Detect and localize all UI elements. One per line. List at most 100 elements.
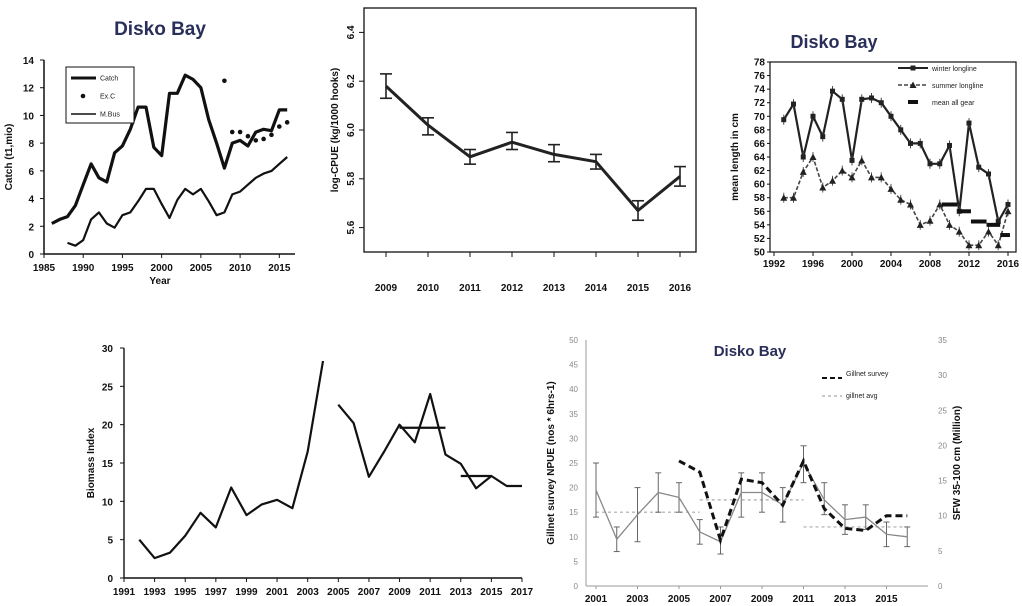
series-point-winter	[937, 161, 943, 167]
y-tick-label: 45	[569, 361, 578, 370]
y-right-tick-label: 25	[938, 406, 947, 415]
series-point-winter	[849, 157, 855, 163]
y-tick-label: 2	[28, 222, 34, 233]
x-tick-label: 1992	[763, 259, 786, 270]
y-axis-label: log-CPUE (kg/1000 hooks)	[330, 68, 341, 192]
series-line-summer	[783, 155, 1009, 248]
chart-title: Disko Bay	[790, 32, 877, 52]
series-point-winter	[839, 96, 845, 102]
x-tick-label: 2016	[669, 283, 692, 294]
y-tick-label: 30	[102, 344, 114, 355]
series-point-ex-c	[237, 129, 243, 135]
series-line-biomass-early	[138, 360, 325, 560]
x-tick-label: 2014	[585, 283, 608, 294]
y-right-tick-label: 5	[938, 547, 943, 556]
y-tick-label: 5	[107, 536, 113, 547]
x-tick-label: 2003	[297, 587, 320, 598]
x-tick-label: 2012	[958, 259, 981, 270]
series-line-gillnet-survey	[595, 461, 908, 543]
series-point-winter	[947, 142, 952, 148]
x-tick-label: 2012	[501, 283, 524, 294]
x-tick-label: 2005	[327, 587, 350, 598]
y-tick-label: 0	[28, 250, 34, 261]
series-point-summer	[809, 153, 817, 160]
y-tick-label: 15	[102, 459, 114, 470]
series-line-cpue	[384, 85, 681, 212]
series-point-ex-c	[261, 136, 266, 142]
x-tick-label: 2009	[375, 283, 398, 294]
x-tick-label: 2009	[751, 594, 774, 605]
series-point-ex-c	[284, 120, 290, 125]
legend-label: M.Bus	[100, 112, 120, 119]
y-tick-label: 25	[102, 382, 114, 393]
chart-biomass-svg: 0 5 10 15 20 25 30 1991 1993 1995 1997 1999 2001 2003…	[86, 344, 534, 598]
x-tick-label: 2010	[417, 283, 440, 294]
y-right-tick-label: 35	[938, 336, 947, 345]
y-right-tick-label: 10	[938, 512, 947, 521]
chart-gillnet: Disko Bay 0 5 10 15 20 25 30 35 40 45 50 0 5 10 15 20 25 3…	[540, 300, 1022, 606]
chart-catch: Disko Bay 0 2 4 6 8 10 12 14 1985 1990 1995 2000 2005…	[0, 0, 318, 300]
chart-cpue-svg: 5.6 5.8 6.0 6.2 6.4 2009 2010 2011 2012 2013 2014 2…	[330, 7, 697, 294]
x-tick-label: 2009	[388, 587, 411, 598]
series-point-summer	[916, 221, 924, 228]
y-tick-label: 25	[569, 459, 578, 468]
series-point-winter	[830, 88, 835, 94]
legend-marker-winter	[910, 65, 916, 71]
y-tick-label: 5	[574, 557, 579, 566]
chart-cpue: 5.6 5.8 6.0 6.2 6.4 2009 2010 2011 2012 2013 2014 2…	[318, 0, 718, 300]
y-tick-label: 64	[754, 153, 766, 164]
series-point-summer	[877, 173, 885, 181]
y-tick-label: 30	[569, 434, 578, 443]
x-tick-label: 2013	[834, 594, 857, 605]
series-point-winter	[869, 95, 874, 101]
series-point-summer	[858, 156, 866, 164]
y-tick-label: 78	[754, 58, 766, 69]
series-point-summer	[946, 221, 953, 228]
x-tick-label: 2003	[626, 594, 649, 605]
x-tick-label: 2017	[511, 587, 534, 598]
series-point-winter	[927, 161, 933, 167]
chart-biomass: 0 5 10 15 20 25 30 1991 1993 1995 1997 1999 2001 2003…	[0, 300, 540, 606]
x-tick-label: 2001	[266, 587, 289, 598]
series-point-winter	[976, 164, 982, 170]
series-line-catch	[51, 73, 288, 225]
series-point-winter	[908, 140, 913, 146]
y-tick-label: 14	[23, 56, 35, 67]
y-tick-label: 60	[754, 180, 766, 191]
y-right-tick-label: 0	[938, 582, 943, 591]
y-tick-label: 76	[754, 71, 766, 82]
series-line-m-bus	[67, 156, 288, 247]
y-tick-label: 72	[754, 98, 766, 109]
legend-label: Ex.C	[100, 94, 115, 101]
y-tick-label: 20	[102, 421, 114, 432]
series-line-sfw	[678, 457, 908, 546]
x-axis-label: Year	[149, 276, 170, 287]
series-point-ex-c	[253, 138, 259, 143]
y-tick-label: 20	[569, 484, 578, 493]
series-point-winter	[995, 218, 1001, 224]
y-tick-label: 6.4	[346, 25, 357, 39]
legend-label: winter longline	[931, 66, 977, 73]
y-tick-label: 6.2	[346, 74, 357, 88]
series-point-ex-c	[222, 78, 227, 84]
legend-label: Catch	[100, 76, 118, 83]
y-axis-label: mean length in cm	[730, 113, 741, 201]
x-tick-label: 1997	[205, 587, 228, 598]
y-tick-label: 68	[754, 125, 766, 136]
y-tick-label: 74	[754, 85, 766, 96]
legend-label: mean all gear	[932, 100, 975, 107]
y-tick-label: 50	[754, 248, 766, 259]
x-tick-label: 2015	[268, 263, 291, 274]
series-point-winter	[820, 134, 826, 140]
series-point-summer	[936, 201, 944, 208]
series-point-winter	[810, 113, 816, 119]
chart-mean-length-svg: Disko Bay 50 52 54 56 58 60 62 64 66 68 70 72 74 76 78 1…	[730, 32, 1020, 270]
x-tick-label: 2008	[919, 259, 942, 270]
series-point-winter	[966, 120, 972, 126]
series-point-summer	[780, 194, 788, 201]
chart-title: Disko Bay	[714, 343, 787, 360]
x-tick-label: 1985	[33, 263, 56, 274]
y-tick-label: 6.0	[346, 123, 357, 137]
x-tick-label: 2013	[450, 587, 473, 598]
x-tick-label: 2016	[997, 259, 1020, 270]
